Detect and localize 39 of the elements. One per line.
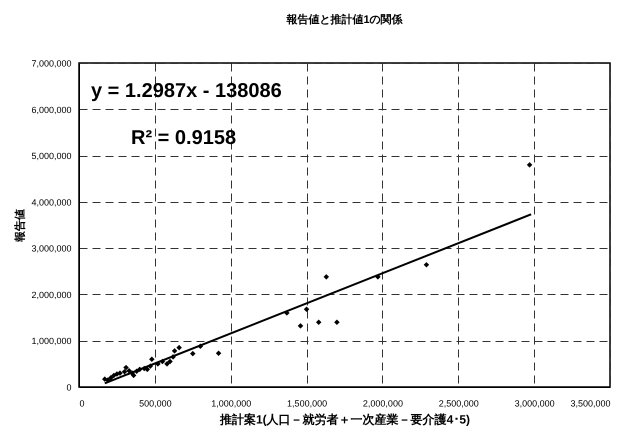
point	[149, 356, 155, 362]
x-axis-title: 推計案1(人口－就労者＋一次産業－要介護4･5)	[218, 412, 470, 426]
chart-title: 報告値と推計値1の関係	[285, 13, 404, 26]
annotation: R² = 0.9158	[131, 127, 236, 149]
point	[108, 375, 114, 380]
point	[526, 162, 532, 168]
y-tick-label: 5,000,000	[31, 151, 72, 162]
point	[424, 262, 430, 268]
x-tick-label: 1,000,000	[211, 398, 252, 408]
point	[176, 344, 182, 350]
point	[324, 274, 330, 280]
y-tick-label: 2,000,000	[31, 290, 72, 300]
x-tick-label: 500,000	[139, 398, 172, 408]
y-tick-label: 4,000,000	[31, 197, 72, 208]
point	[172, 348, 178, 354]
point	[334, 319, 340, 325]
x-tick-label: 2,000,000	[362, 398, 403, 408]
point	[304, 306, 310, 312]
y-axis-title: 報告値	[13, 209, 26, 243]
y-tick-label: 1,000,000	[31, 336, 72, 346]
point	[298, 323, 304, 329]
point	[190, 350, 196, 356]
point	[122, 368, 128, 374]
point	[164, 361, 170, 367]
point	[123, 364, 129, 370]
x-tick-label: 0	[80, 398, 85, 408]
point	[316, 319, 322, 325]
y-tick-label: 6,000,000	[31, 104, 72, 115]
x-tick-label: 3,000,000	[514, 398, 555, 408]
x-tick-label: 2,500,000	[438, 398, 479, 408]
y-tick-label: 3,000,000	[31, 244, 72, 254]
point	[167, 358, 173, 364]
annotation: y = 1.2987x - 138086	[91, 80, 282, 102]
x-tick-label: 3,500,000	[570, 398, 610, 408]
x-tick-label: 1,500,000	[287, 398, 328, 408]
y-tick-label: 7,000,000	[31, 58, 72, 68]
y-tick-label: 0	[66, 382, 72, 392]
point	[144, 366, 150, 372]
point	[216, 350, 222, 356]
